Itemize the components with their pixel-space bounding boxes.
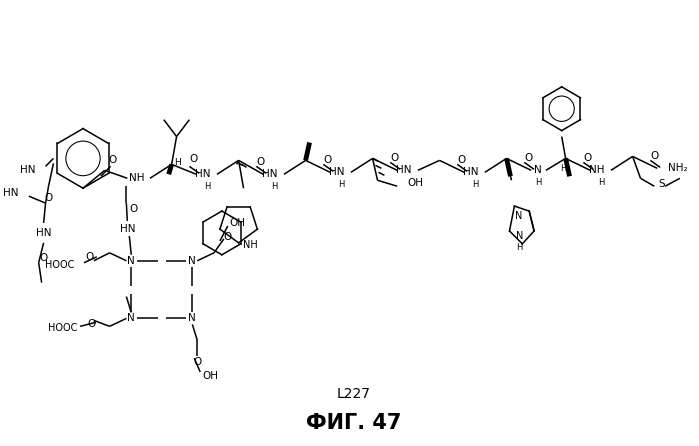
Text: L227: L227 [336, 387, 370, 401]
Text: N: N [127, 314, 135, 323]
Text: ФИГ. 47: ФИГ. 47 [305, 413, 401, 434]
Text: O: O [224, 232, 232, 242]
Text: H: H [561, 164, 567, 173]
Text: O: O [390, 153, 398, 163]
Text: O: O [88, 319, 96, 329]
Text: HOOC: HOOC [45, 260, 74, 270]
Text: H: H [174, 158, 181, 167]
Text: H: H [598, 178, 604, 187]
Text: HN: HN [36, 228, 51, 238]
Text: HN: HN [20, 165, 36, 175]
Text: O: O [189, 154, 197, 165]
Text: H: H [535, 178, 541, 187]
Text: OH: OH [202, 371, 218, 381]
Text: O: O [129, 204, 138, 214]
Text: N: N [127, 256, 135, 266]
Text: N: N [514, 211, 522, 221]
Text: HN: HN [3, 188, 19, 198]
Text: O: O [86, 252, 94, 262]
Text: OH: OH [230, 218, 246, 228]
Text: O: O [457, 155, 466, 165]
Text: O: O [256, 157, 264, 167]
Text: O: O [108, 155, 117, 165]
Text: S: S [659, 179, 665, 189]
Text: HN: HN [196, 169, 211, 179]
Text: NH: NH [589, 165, 605, 175]
Text: NH: NH [129, 173, 145, 183]
Text: O: O [45, 193, 52, 203]
Text: O: O [193, 357, 201, 367]
Text: HN: HN [262, 169, 278, 179]
Text: H: H [472, 180, 478, 189]
Text: OH: OH [407, 178, 423, 188]
Text: N: N [516, 231, 523, 241]
Text: H: H [338, 180, 344, 189]
Text: HN: HN [396, 165, 412, 175]
Text: NH₂: NH₂ [668, 163, 688, 173]
Text: HOOC: HOOC [48, 323, 77, 333]
Text: NH: NH [243, 240, 258, 250]
Text: HN: HN [463, 167, 479, 178]
Text: H: H [271, 182, 278, 191]
Text: O: O [650, 152, 658, 161]
Text: O: O [583, 153, 591, 163]
Text: N: N [189, 314, 196, 323]
Text: O: O [39, 253, 48, 263]
Text: O: O [323, 155, 331, 165]
Text: H: H [516, 244, 523, 252]
Text: HN: HN [120, 224, 135, 234]
Text: N: N [534, 165, 542, 175]
Text: H: H [204, 182, 210, 191]
Text: HN: HN [329, 167, 345, 178]
Text: N: N [189, 256, 196, 266]
Text: O: O [524, 153, 533, 163]
